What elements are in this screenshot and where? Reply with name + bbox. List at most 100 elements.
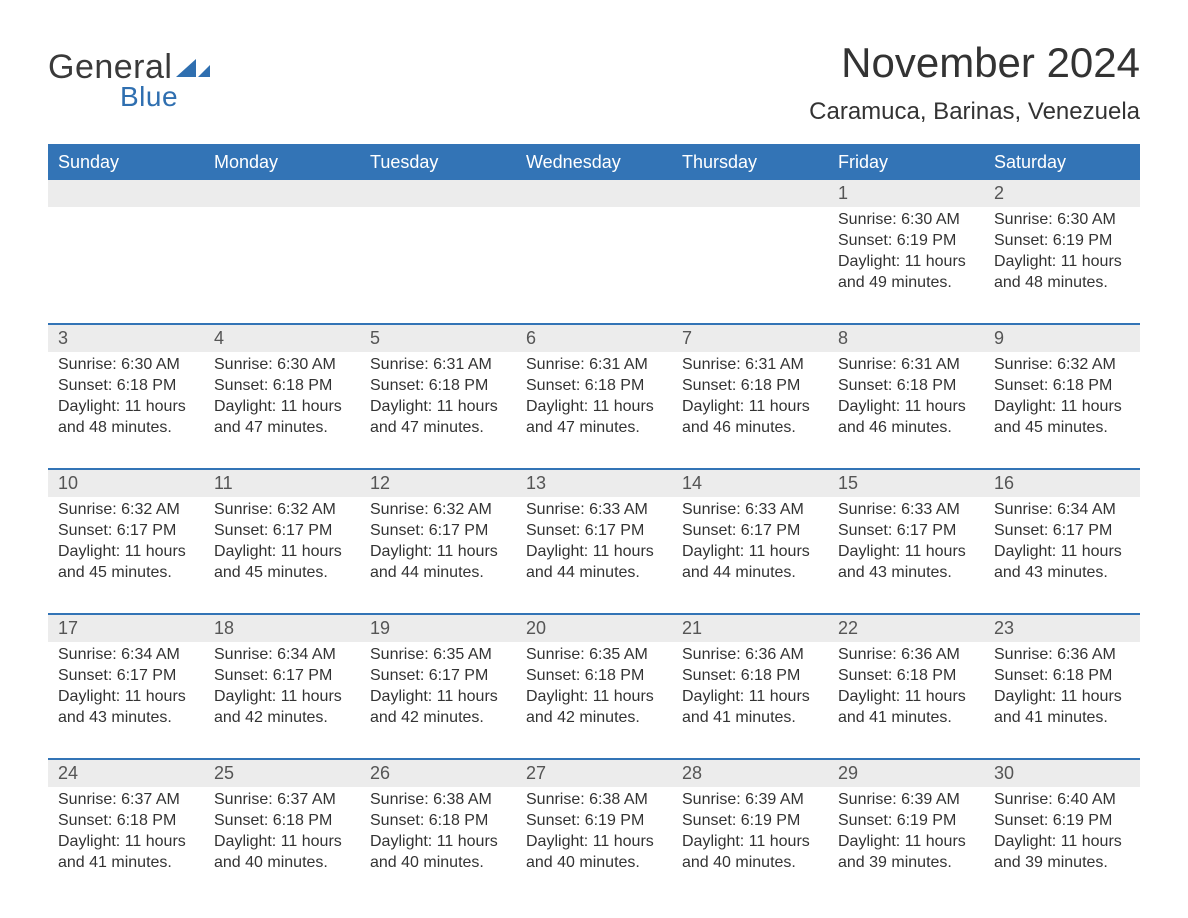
sunrise-line: Sunrise: 6:35 AM (526, 645, 664, 666)
day-number: 25 (204, 760, 360, 787)
day-number (360, 180, 516, 207)
day-number: 15 (828, 470, 984, 497)
daylight-line: Daylight: 11 hours and 40 minutes. (214, 832, 352, 874)
sunset-line: Sunset: 6:17 PM (370, 521, 508, 542)
day-cell: Sunrise: 6:32 AMSunset: 6:18 PMDaylight:… (984, 352, 1140, 440)
daylight-line: Daylight: 11 hours and 43 minutes. (838, 542, 976, 584)
sunset-line: Sunset: 6:18 PM (838, 376, 976, 397)
daynum-band: 17181920212223 (48, 615, 1140, 642)
day-number: 27 (516, 760, 672, 787)
daylight-line: Daylight: 11 hours and 44 minutes. (526, 542, 664, 584)
daylight-line: Daylight: 11 hours and 39 minutes. (838, 832, 976, 874)
day-number: 19 (360, 615, 516, 642)
daylight-line: Daylight: 11 hours and 47 minutes. (214, 397, 352, 439)
daylight-line: Daylight: 11 hours and 42 minutes. (526, 687, 664, 729)
calendar: Sunday Monday Tuesday Wednesday Thursday… (48, 144, 1140, 875)
daynum-band: 10111213141516 (48, 470, 1140, 497)
day-cell (204, 207, 360, 295)
sunset-line: Sunset: 6:18 PM (838, 666, 976, 687)
day-number: 3 (48, 325, 204, 352)
day-number: 14 (672, 470, 828, 497)
day-number: 26 (360, 760, 516, 787)
sunset-line: Sunset: 6:17 PM (838, 521, 976, 542)
sunrise-line: Sunrise: 6:32 AM (214, 500, 352, 521)
sunset-line: Sunset: 6:19 PM (994, 811, 1132, 832)
weekday-header: Saturday (984, 144, 1140, 180)
day-number (204, 180, 360, 207)
day-number: 4 (204, 325, 360, 352)
day-cell: Sunrise: 6:38 AMSunset: 6:18 PMDaylight:… (360, 787, 516, 875)
weekday-header: Tuesday (360, 144, 516, 180)
daylight-line: Daylight: 11 hours and 44 minutes. (682, 542, 820, 584)
daylight-line: Daylight: 11 hours and 45 minutes. (994, 397, 1132, 439)
sunrise-line: Sunrise: 6:39 AM (838, 790, 976, 811)
sunset-line: Sunset: 6:18 PM (370, 376, 508, 397)
sunrise-line: Sunrise: 6:40 AM (994, 790, 1132, 811)
daylight-line: Daylight: 11 hours and 41 minutes. (994, 687, 1132, 729)
sunset-line: Sunset: 6:18 PM (526, 666, 664, 687)
day-number: 17 (48, 615, 204, 642)
sunset-line: Sunset: 6:17 PM (370, 666, 508, 687)
page-title: November 2024 (809, 40, 1140, 86)
daylight-line: Daylight: 11 hours and 48 minutes. (58, 397, 196, 439)
day-cell: Sunrise: 6:31 AMSunset: 6:18 PMDaylight:… (828, 352, 984, 440)
sunrise-line: Sunrise: 6:33 AM (526, 500, 664, 521)
day-cell: Sunrise: 6:33 AMSunset: 6:17 PMDaylight:… (672, 497, 828, 585)
day-body-band: Sunrise: 6:32 AMSunset: 6:17 PMDaylight:… (48, 497, 1140, 585)
daylight-line: Daylight: 11 hours and 40 minutes. (370, 832, 508, 874)
daylight-line: Daylight: 11 hours and 46 minutes. (682, 397, 820, 439)
sunset-line: Sunset: 6:17 PM (682, 521, 820, 542)
logo: General Blue (48, 48, 210, 113)
daylight-line: Daylight: 11 hours and 48 minutes. (994, 252, 1132, 294)
sunset-line: Sunset: 6:19 PM (838, 811, 976, 832)
sunset-line: Sunset: 6:18 PM (58, 811, 196, 832)
day-cell: Sunrise: 6:36 AMSunset: 6:18 PMDaylight:… (672, 642, 828, 730)
calendar-week: 24252627282930Sunrise: 6:37 AMSunset: 6:… (48, 758, 1140, 875)
sunset-line: Sunset: 6:19 PM (682, 811, 820, 832)
day-cell: Sunrise: 6:31 AMSunset: 6:18 PMDaylight:… (516, 352, 672, 440)
day-cell: Sunrise: 6:40 AMSunset: 6:19 PMDaylight:… (984, 787, 1140, 875)
sunrise-line: Sunrise: 6:35 AM (370, 645, 508, 666)
day-cell: Sunrise: 6:35 AMSunset: 6:18 PMDaylight:… (516, 642, 672, 730)
header-row-top: General Blue November 2024 Caramuca, Bar… (48, 40, 1140, 126)
day-number: 7 (672, 325, 828, 352)
calendar-week: 17181920212223Sunrise: 6:34 AMSunset: 6:… (48, 613, 1140, 730)
daylight-line: Daylight: 11 hours and 41 minutes. (58, 832, 196, 874)
sunrise-line: Sunrise: 6:34 AM (58, 645, 196, 666)
day-cell: Sunrise: 6:32 AMSunset: 6:17 PMDaylight:… (204, 497, 360, 585)
sunset-line: Sunset: 6:18 PM (682, 376, 820, 397)
sunrise-line: Sunrise: 6:30 AM (994, 210, 1132, 231)
sunrise-line: Sunrise: 6:31 AM (838, 355, 976, 376)
daylight-line: Daylight: 11 hours and 46 minutes. (838, 397, 976, 439)
day-number: 21 (672, 615, 828, 642)
sunrise-line: Sunrise: 6:36 AM (838, 645, 976, 666)
day-cell: Sunrise: 6:30 AMSunset: 6:19 PMDaylight:… (984, 207, 1140, 295)
day-number: 10 (48, 470, 204, 497)
day-cell: Sunrise: 6:36 AMSunset: 6:18 PMDaylight:… (984, 642, 1140, 730)
sunrise-line: Sunrise: 6:37 AM (214, 790, 352, 811)
weekday-header: Thursday (672, 144, 828, 180)
daylight-line: Daylight: 11 hours and 47 minutes. (526, 397, 664, 439)
calendar-week: 12Sunrise: 6:30 AMSunset: 6:19 PMDayligh… (48, 180, 1140, 295)
day-number (48, 180, 204, 207)
day-number: 1 (828, 180, 984, 207)
sunset-line: Sunset: 6:19 PM (994, 231, 1132, 252)
day-number: 16 (984, 470, 1140, 497)
day-number: 24 (48, 760, 204, 787)
day-cell (672, 207, 828, 295)
day-number: 11 (204, 470, 360, 497)
title-block: November 2024 Caramuca, Barinas, Venezue… (809, 40, 1140, 126)
day-cell: Sunrise: 6:34 AMSunset: 6:17 PMDaylight:… (984, 497, 1140, 585)
day-body-band: Sunrise: 6:30 AMSunset: 6:18 PMDaylight:… (48, 352, 1140, 440)
daylight-line: Daylight: 11 hours and 44 minutes. (370, 542, 508, 584)
weekday-header: Friday (828, 144, 984, 180)
day-number: 30 (984, 760, 1140, 787)
sunrise-line: Sunrise: 6:36 AM (682, 645, 820, 666)
daylight-line: Daylight: 11 hours and 49 minutes. (838, 252, 976, 294)
day-cell: Sunrise: 6:32 AMSunset: 6:17 PMDaylight:… (48, 497, 204, 585)
sunrise-line: Sunrise: 6:31 AM (526, 355, 664, 376)
sunrise-line: Sunrise: 6:32 AM (994, 355, 1132, 376)
sunset-line: Sunset: 6:17 PM (58, 666, 196, 687)
sunset-line: Sunset: 6:19 PM (526, 811, 664, 832)
daylight-line: Daylight: 11 hours and 41 minutes. (838, 687, 976, 729)
